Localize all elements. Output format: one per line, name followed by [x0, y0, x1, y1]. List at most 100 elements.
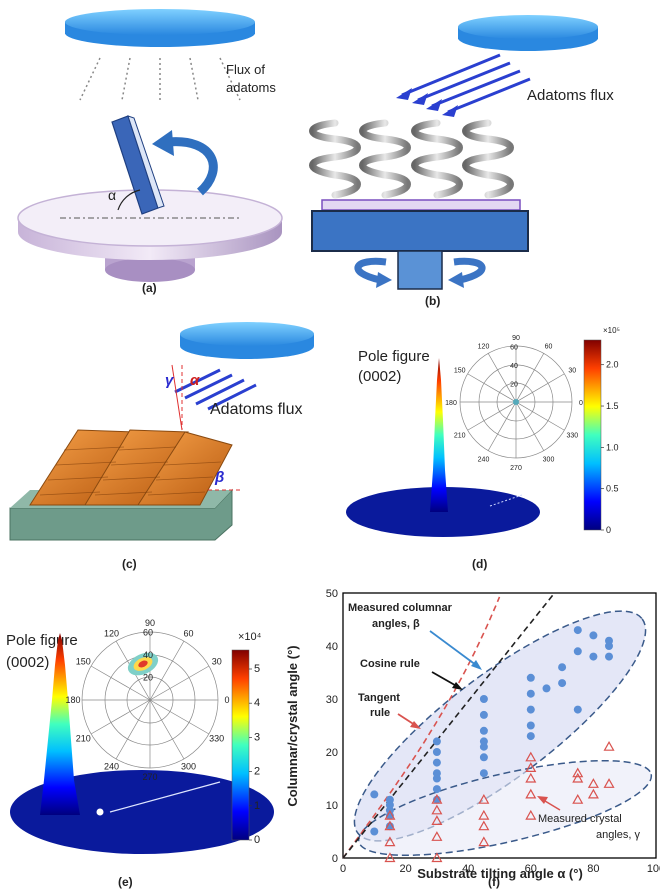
y-axis-label: Columnar/crystal angle (°)	[285, 645, 300, 806]
alpha-label: α	[190, 372, 200, 389]
columnar-angle-point	[527, 674, 535, 682]
polar-radius-label: 40	[143, 650, 153, 660]
panel-b: Adatoms flux (b)	[312, 15, 614, 308]
pole-center-spot	[97, 809, 104, 816]
colorbar-scale: ×10⁵	[603, 326, 620, 335]
polar-radius-label: 20	[143, 673, 153, 683]
y-tick-label: 0	[332, 853, 338, 865]
y-tick-label: 10	[326, 800, 338, 812]
columnar-angle-point	[589, 631, 597, 639]
x-tick-label: 0	[340, 863, 346, 875]
columnar-angle-point	[574, 706, 582, 714]
rotation-arrow-left-head	[376, 272, 392, 288]
flux-label: Adatoms flux	[527, 87, 614, 104]
columnar-angle-point	[433, 785, 441, 793]
columnar-angle-point	[589, 653, 597, 661]
colorbar-scale: ×10⁴	[238, 631, 262, 643]
columnar-angle-point	[433, 737, 441, 745]
polar-angle-label: 180	[445, 400, 457, 407]
colorbar-tick-label: 4	[254, 697, 260, 709]
crystal-axis-line	[172, 365, 182, 430]
y-axis-ticks: 0 10 20 30 40 50	[326, 588, 338, 865]
annotation-tangent-line2: rule	[370, 707, 390, 719]
polar-angle-label: 60	[183, 628, 193, 638]
columnar-angle-point	[433, 748, 441, 756]
columnar-angle-point	[558, 679, 566, 687]
annotation-columnar-line2: angles, β	[372, 618, 420, 630]
annotation-columnar-line1: Measured columnar	[348, 602, 453, 614]
panel-d-label: (d)	[472, 557, 487, 571]
colorbar-tick-label: 3	[254, 731, 260, 743]
polar-angle-label: 240	[104, 762, 119, 772]
colorbar-tick-label: 1	[254, 800, 260, 812]
colorbar-tick-label: 0	[254, 834, 260, 846]
columnar-angle-point	[605, 637, 613, 645]
polar-angle-label: 120	[478, 344, 490, 351]
beta-label: β	[214, 469, 224, 486]
pole-figure-subtitle: (0002)	[6, 654, 49, 671]
substrate-holder	[312, 211, 528, 251]
panel-c: Adatoms flux γ α β (c)	[10, 322, 314, 571]
columnar-angle-point	[558, 663, 566, 671]
polar-angle-label: 150	[454, 368, 466, 375]
polar-angle-label: 300	[181, 762, 196, 772]
columnar-angle-point	[433, 759, 441, 767]
colorbar-tick-label: 2	[254, 766, 260, 778]
polar-radius-label: 40	[510, 363, 518, 370]
columnar-angle-point	[480, 769, 488, 777]
polar-angle-label: 0	[224, 695, 229, 705]
columnar-angle-point	[543, 684, 551, 692]
columnar-angle-point	[370, 790, 378, 798]
panel-a-label: (a)	[142, 281, 157, 295]
colorbar	[232, 650, 249, 840]
colorbar-tick-label: 2.0	[606, 360, 619, 370]
polar-angle-label: 30	[568, 368, 576, 375]
polar-angle-label: 60	[545, 344, 553, 351]
source-disc	[180, 322, 314, 359]
annotation-crystal-line2: angles, γ	[596, 829, 641, 841]
alpha-label: α	[108, 187, 116, 203]
columnar-angle-point	[433, 769, 441, 777]
columnar-angle-point	[527, 732, 535, 740]
substrate-film	[322, 200, 520, 210]
flux-label-line2: adatoms	[226, 80, 276, 95]
polar-angle-label: 210	[76, 734, 91, 744]
polar-angle-label: 330	[209, 734, 224, 744]
x-tick-label: 80	[587, 863, 599, 875]
columnar-angle-point	[480, 737, 488, 745]
y-tick-label: 20	[326, 747, 338, 759]
polar-radius-label: 20	[510, 382, 518, 389]
columnar-angle-point	[480, 711, 488, 719]
flux-arrow-heads	[396, 88, 458, 117]
columnar-angle-point	[574, 647, 582, 655]
rotation-arrow	[168, 142, 213, 192]
columnar-angle-point	[605, 653, 613, 661]
columnar-angle-point	[574, 626, 582, 634]
helical-columns	[313, 123, 511, 195]
polar-angle-label: 120	[104, 628, 119, 638]
polar-angle-label: 30	[212, 657, 222, 667]
y-tick-label: 40	[326, 641, 338, 653]
columnar-angle-point	[480, 695, 488, 703]
flux-dotted-lines	[80, 58, 240, 100]
columnar-angle-point	[480, 753, 488, 761]
polar-angle-label: 90	[145, 618, 155, 628]
columnar-angle-point	[370, 828, 378, 836]
colorbar-tick-label: 1.0	[606, 442, 619, 452]
colorbar-tick-label: 0	[606, 525, 611, 535]
colorbar-ticks: 2.0 1.5 1.0 0.5 0	[601, 360, 619, 535]
polar-angle-label: 270	[510, 465, 522, 472]
source-disc	[65, 9, 255, 47]
pole-figure-subtitle: (0002)	[358, 368, 401, 385]
polar-angle-label: 90	[512, 335, 520, 342]
panel-e-label: (e)	[118, 875, 133, 889]
columnar-angle-point	[527, 690, 535, 698]
panel-b-label: (b)	[425, 294, 440, 308]
colorbar-tick-label: 0.5	[606, 484, 619, 494]
polar-angle-label: 300	[543, 456, 555, 463]
annotation-crystal-line1: Measured crystal	[538, 813, 622, 825]
source-disc	[458, 15, 598, 51]
panel-d: Pole figure (0002) 906030033030027024021…	[346, 326, 620, 571]
polar-angle-label: 330	[566, 433, 578, 440]
